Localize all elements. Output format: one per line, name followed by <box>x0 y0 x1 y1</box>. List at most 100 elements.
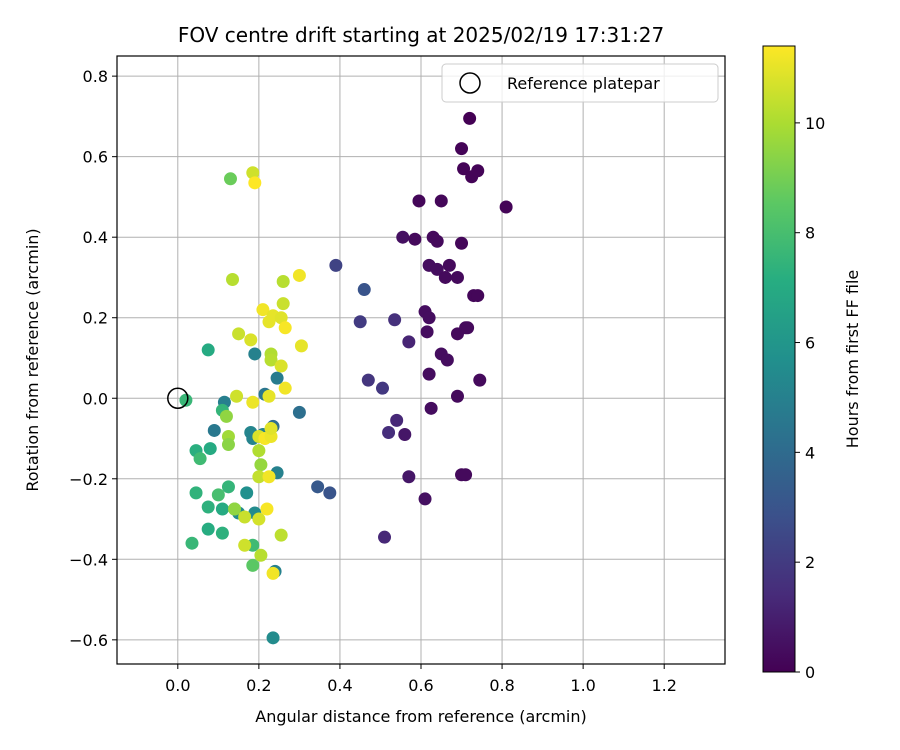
scatter-point <box>434 194 448 208</box>
grid-lines <box>117 56 725 664</box>
scatter-point <box>438 270 452 284</box>
scatter-point <box>252 444 266 458</box>
x-axis-ticks: 0.0 0.2 0.4 0.6 0.8 1.0 1.2 <box>165 664 677 695</box>
y-tick-label: 0.4 <box>83 228 108 247</box>
scatter-point <box>266 566 280 580</box>
scatter-point <box>455 236 469 250</box>
y-tick-label: 0.0 <box>83 389 108 408</box>
scatter-point <box>193 452 207 466</box>
colorbar-ticks: 0 2 4 6 8 10 <box>795 114 825 682</box>
y-tick-label: −0.2 <box>69 470 108 489</box>
scatter-point <box>459 468 473 482</box>
scatter-point <box>246 166 260 180</box>
scatter-point <box>440 353 454 367</box>
scatter-point <box>254 458 268 472</box>
scatter-point <box>382 425 396 439</box>
scatter-point <box>430 262 444 276</box>
scatter-point <box>219 409 233 423</box>
x-tick-label: 0.2 <box>246 676 271 695</box>
scatter-point <box>422 367 436 381</box>
scatter-point <box>252 470 266 484</box>
legend-box <box>441 63 719 103</box>
scatter-point <box>264 353 278 367</box>
scatter-point <box>246 558 260 572</box>
scatter-point <box>378 530 392 544</box>
scatter-point <box>311 480 325 494</box>
y-axis-ticks: 0.8 0.6 0.4 0.2 0.0 −0.2 −0.4 −0.6 <box>69 67 117 650</box>
scatter-point <box>450 270 464 284</box>
scatter-point <box>211 488 225 502</box>
scatter-point <box>292 405 306 419</box>
data-points <box>179 111 513 645</box>
scatter-point <box>361 373 375 387</box>
scatter-point <box>292 268 306 282</box>
scatter-point <box>274 528 288 542</box>
scatter-point <box>221 438 235 452</box>
scatter-point <box>230 389 244 403</box>
colorbar-tick-label: 10 <box>805 114 825 133</box>
x-tick-label: 0.4 <box>327 676 352 695</box>
scatter-point <box>266 631 280 645</box>
scatter-point <box>203 442 217 456</box>
scatter-point <box>252 512 266 526</box>
scatter-point <box>276 274 290 288</box>
scatter-point <box>207 423 221 437</box>
scatter-point <box>248 347 262 361</box>
y-tick-label: 0.2 <box>83 309 108 328</box>
legend-label: Reference platepar <box>507 74 660 93</box>
scatter-point <box>323 486 337 500</box>
scatter-point <box>396 230 410 244</box>
scatter-point <box>201 343 215 357</box>
scatter-point <box>499 200 513 214</box>
scatter-point <box>179 393 193 407</box>
y-tick-label: −0.4 <box>69 550 108 569</box>
scatter-point <box>461 321 475 335</box>
colorbar-tick-label: 6 <box>805 334 815 353</box>
x-tick-label: 0.0 <box>165 676 190 695</box>
x-tick-label: 1.2 <box>651 676 676 695</box>
scatter-point <box>262 470 276 484</box>
scatter-point <box>430 234 444 248</box>
scatter-point <box>329 258 343 272</box>
scatter-point <box>455 142 469 156</box>
scatter-point <box>246 395 260 409</box>
scatter-point <box>262 389 276 403</box>
legend-marker-icon <box>459 72 481 94</box>
scatter-point <box>276 297 290 311</box>
scatter-point <box>424 401 438 415</box>
legend: Reference platepar <box>441 63 719 103</box>
colorbar-tick-label: 8 <box>805 224 815 243</box>
scatter-point <box>402 335 416 349</box>
scatter-point <box>294 339 308 353</box>
colorbar-title: Hours from first FF file <box>843 270 862 449</box>
colorbar-tick-label: 2 <box>805 553 815 572</box>
scatter-point <box>412 194 426 208</box>
scatter-point <box>278 381 292 395</box>
scatter-point <box>420 325 434 339</box>
scatter-point <box>223 172 237 186</box>
scatter-point <box>471 164 485 178</box>
y-axis-title: Rotation from reference (arcmin) <box>23 228 42 491</box>
scatter-point <box>457 162 471 176</box>
scatter-point <box>248 176 262 190</box>
scatter-point <box>390 413 404 427</box>
scatter-point <box>260 502 274 516</box>
scatter-point <box>221 480 235 494</box>
scatter-point <box>274 359 288 373</box>
y-tick-label: 0.8 <box>83 67 108 86</box>
scatter-point <box>201 522 215 536</box>
scatter-point <box>408 232 422 246</box>
chart-title: FOV centre drift starting at 2025/02/19 … <box>178 23 664 47</box>
scatter-point <box>238 538 252 552</box>
scatter-point <box>215 526 229 540</box>
reference-point-marker <box>167 387 189 410</box>
scatter-point <box>450 389 464 403</box>
x-tick-label: 0.6 <box>408 676 433 695</box>
x-tick-label: 1.0 <box>570 676 595 695</box>
scatter-point <box>402 470 416 484</box>
scatter-point <box>270 371 284 385</box>
scatter-point <box>264 421 278 435</box>
scatter-point <box>471 289 485 303</box>
scatter-point <box>353 315 367 329</box>
